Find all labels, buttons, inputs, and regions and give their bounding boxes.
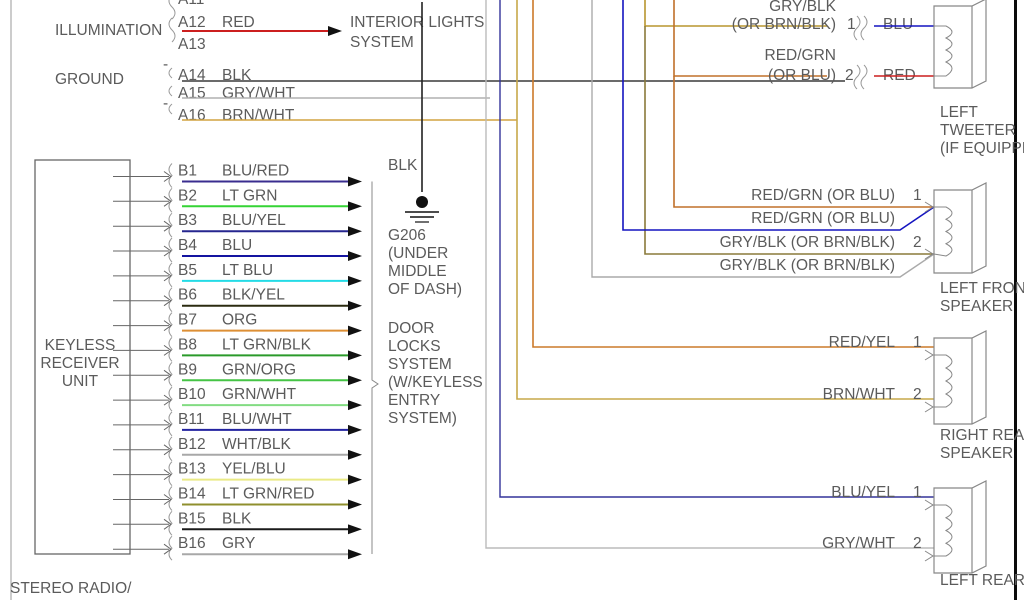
svg-text:-: - [163,56,168,73]
svg-text:BLU/RED: BLU/RED [222,163,289,180]
svg-text:GROUND: GROUND [55,71,124,88]
svg-text:B16: B16 [178,535,206,552]
svg-text:SPEAKER: SPEAKER [940,445,1013,462]
svg-text:RED/GRN (OR BLU): RED/GRN (OR BLU) [751,210,895,227]
svg-text:-: - [163,95,168,112]
svg-text:B7: B7 [178,312,197,329]
svg-text:B14: B14 [178,486,206,503]
svg-text:BLU/YEL: BLU/YEL [831,484,895,501]
svg-text:GRY/BLK (OR BRN/BLK): GRY/BLK (OR BRN/BLK) [720,257,895,274]
svg-text:RED/GRN: RED/GRN [765,47,836,64]
svg-text:UNIT: UNIT [62,373,99,390]
svg-text:SYSTEM: SYSTEM [388,356,452,373]
svg-text:LT GRN/BLK: LT GRN/BLK [222,336,312,353]
svg-text:BLK: BLK [222,510,252,527]
svg-text:1: 1 [847,16,856,33]
svg-text:(OR BLU): (OR BLU) [768,67,836,84]
svg-text:YEL/BLU: YEL/BLU [222,461,286,478]
svg-text:A11: A11 [178,0,204,8]
svg-text:B15: B15 [178,510,206,527]
svg-text:LT BLU: LT BLU [222,262,273,279]
svg-text:2: 2 [913,234,922,251]
svg-text:G206: G206 [388,227,426,244]
svg-text:GRY: GRY [222,535,255,552]
svg-text:(UNDER: (UNDER [388,245,448,262]
svg-text:B12: B12 [178,436,206,453]
svg-text:BLU/YEL: BLU/YEL [222,212,286,229]
svg-text:B8: B8 [178,336,197,353]
svg-text:BRN/WHT: BRN/WHT [222,107,295,124]
svg-text:GRY/WHT: GRY/WHT [222,85,295,102]
svg-text:BLK: BLK [388,157,418,174]
svg-text:GRY/BLK: GRY/BLK [769,0,837,15]
svg-text:BLK/YEL: BLK/YEL [222,287,285,304]
svg-text:STEREO RADIO/: STEREO RADIO/ [10,580,132,597]
svg-text:SYSTEM): SYSTEM) [388,410,457,427]
svg-text:MIDDLE: MIDDLE [388,263,447,280]
svg-text:(W/KEYLESS: (W/KEYLESS [388,374,483,391]
svg-text:BLU: BLU [883,16,913,33]
svg-text:LEFT: LEFT [940,104,978,121]
svg-text:LOCKS: LOCKS [388,338,441,355]
svg-text:WHT/BLK: WHT/BLK [222,436,292,453]
svg-text:(IF EQUIPPED): (IF EQUIPPED) [940,140,1024,157]
svg-text:1: 1 [913,484,922,501]
svg-text:B1: B1 [178,163,197,180]
svg-text:2: 2 [913,386,922,403]
svg-text:RED: RED [222,14,255,31]
svg-text:BLU/WHT: BLU/WHT [222,411,292,428]
svg-text:RED/YEL: RED/YEL [829,334,896,351]
svg-text:A13: A13 [178,36,206,53]
svg-text:RED/GRN (OR BLU): RED/GRN (OR BLU) [751,187,895,204]
svg-text:SYSTEM: SYSTEM [350,34,414,51]
svg-text:BRN/WHT: BRN/WHT [823,386,896,403]
svg-text:B6: B6 [178,287,197,304]
svg-text:A12: A12 [178,14,206,31]
svg-text:OF DASH): OF DASH) [388,281,462,298]
svg-text:2: 2 [845,67,854,84]
svg-text:LT GRN/RED: LT GRN/RED [222,486,314,503]
svg-text:(OR BRN/BLK): (OR BRN/BLK) [732,16,836,33]
svg-text:A15: A15 [178,85,206,102]
svg-text:RIGHT REAR: RIGHT REAR [940,427,1024,444]
svg-text:RECEIVER: RECEIVER [40,355,119,372]
svg-text:B4: B4 [178,237,197,254]
svg-text:TWEETER: TWEETER [940,122,1016,139]
svg-text:B5: B5 [178,262,197,279]
svg-text:DOOR: DOOR [388,320,435,337]
svg-text:2: 2 [913,535,922,552]
svg-text:LEFT FRONT: LEFT FRONT [940,280,1024,297]
svg-text:LT GRN: LT GRN [222,187,277,204]
svg-text:GRN/WHT: GRN/WHT [222,386,297,403]
svg-text:B3: B3 [178,212,197,229]
svg-text:1: 1 [913,187,922,204]
svg-text:GRY/BLK (OR BRN/BLK): GRY/BLK (OR BRN/BLK) [720,234,895,251]
svg-text:1: 1 [913,334,922,351]
svg-text:B11: B11 [178,411,204,428]
svg-text:GRY/WHT: GRY/WHT [822,535,895,552]
svg-text:INTERIOR LIGHTS: INTERIOR LIGHTS [350,14,484,31]
svg-text:B9: B9 [178,361,197,378]
svg-text:SPEAKER: SPEAKER [940,298,1013,315]
svg-text:KEYLESS: KEYLESS [45,337,116,354]
svg-text:ORG: ORG [222,312,257,329]
svg-text:B10: B10 [178,386,206,403]
svg-text:B2: B2 [178,187,197,204]
svg-text:ENTRY: ENTRY [388,392,440,409]
svg-text:ILLUMINATION: ILLUMINATION [55,22,162,39]
svg-text:LEFT REAR: LEFT REAR [940,572,1024,589]
svg-text:BLU: BLU [222,237,252,254]
svg-text:GRN/ORG: GRN/ORG [222,361,296,378]
svg-text:A16: A16 [178,107,206,124]
svg-text:B13: B13 [178,461,206,478]
